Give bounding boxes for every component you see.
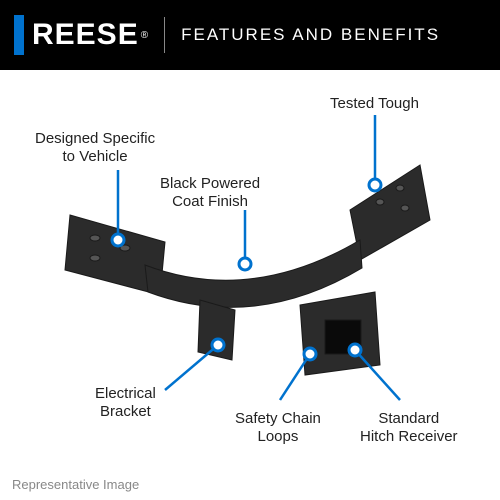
header-tagline: FEATURES AND BENEFITS [181, 25, 440, 45]
leader-line-electrical-bracket [165, 345, 218, 390]
callout-label-black-coat: Black Powered Coat Finish [160, 175, 260, 211]
diagram-stage: Tested Tough Designed Specific to Vehicle… [0, 70, 500, 500]
callout-dot-designed-specific [112, 234, 124, 246]
callout-dot-electrical-bracket [212, 339, 224, 351]
callout-dot-tested-tough [369, 179, 381, 191]
callout-dot-black-coat [239, 258, 251, 270]
callout-dot-safety-chain [304, 348, 316, 360]
footer-note: Representative Image [12, 477, 139, 492]
callout-label-safety-chain: Safety Chain Loops [235, 410, 321, 446]
header-bar: REESE ® FEATURES AND BENEFITS [0, 0, 500, 70]
callout-label-electrical-bracket: Electrical Bracket [95, 385, 156, 421]
registered-mark: ® [141, 30, 148, 41]
logo-accent-bar [14, 15, 24, 55]
callout-label-tested-tough: Tested Tough [330, 95, 419, 113]
callout-label-hitch-receiver: Standard Hitch Receiver [360, 410, 458, 446]
brand-logo-text: REESE [32, 18, 139, 52]
header-divider [164, 17, 165, 53]
callout-dot-hitch-receiver [349, 344, 361, 356]
callout-label-designed-specific: Designed Specific to Vehicle [35, 130, 155, 166]
leader-line-safety-chain [280, 354, 310, 400]
